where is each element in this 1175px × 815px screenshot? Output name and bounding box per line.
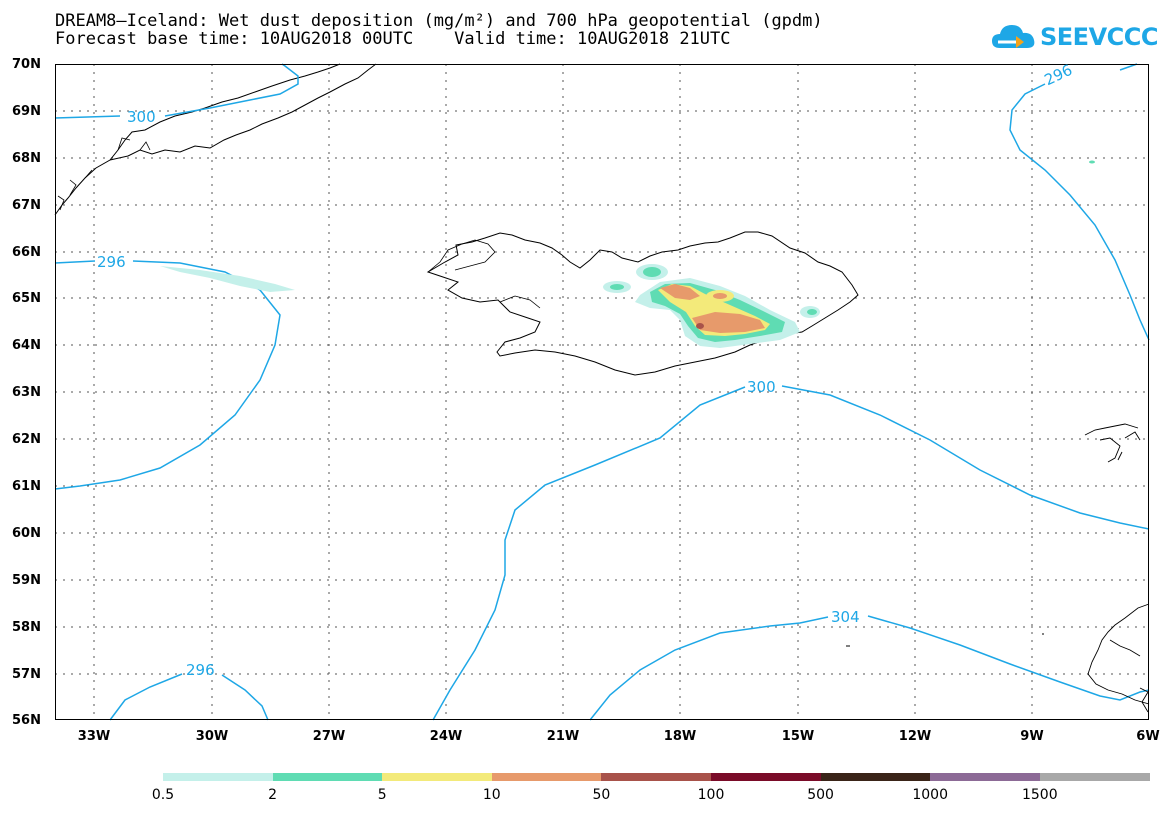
seevccc-logo: SEEVCCC <box>990 18 1159 58</box>
contour-300-central <box>432 385 1150 721</box>
colorbar-label: 50 <box>592 787 611 803</box>
lon-label: 6W <box>1136 729 1160 744</box>
colorbar-swatch <box>601 773 712 781</box>
contour-label-296-sw: 296 <box>186 661 215 679</box>
iceland-coastline <box>426 231 859 376</box>
lon-label: 30W <box>195 729 229 744</box>
greenland-fjord-detail <box>57 137 151 211</box>
dust-plume-west <box>160 266 295 292</box>
colorbar-label: 5 <box>377 787 387 803</box>
lat-label: 68N <box>12 151 41 166</box>
colorbar-label: 1000 <box>912 787 949 803</box>
lon-label: 18W <box>663 729 697 744</box>
dust-deposition-iceland <box>603 160 1095 348</box>
lon-label: 33W <box>77 729 111 744</box>
lat-label: 67N <box>12 198 41 213</box>
lat-label: 62N <box>12 432 41 447</box>
logo-text: SEEVCCC <box>1040 23 1159 51</box>
lon-label: 27W <box>312 729 346 744</box>
colorbar-label: 500 <box>807 787 834 803</box>
colorbar-label: 0.5 <box>151 787 175 803</box>
lon-label: 21W <box>546 729 580 744</box>
cloud-icon <box>992 25 1035 48</box>
map-title-line2: Forecast base time: 10AUG2018 00UTC Vali… <box>55 29 731 49</box>
greenland-coastline <box>54 63 377 216</box>
lon-label: 15W <box>781 729 815 744</box>
scotland-coastline <box>1087 603 1150 713</box>
contour-296-w <box>54 260 281 490</box>
lat-label: 66N <box>12 245 41 260</box>
map-frame <box>55 64 1149 720</box>
colorbar-label: 2 <box>268 787 278 803</box>
lat-label: 69N <box>12 104 41 119</box>
lat-label: 59N <box>12 573 41 588</box>
contour-label-300-nw: 300 <box>127 108 156 126</box>
colorbar-swatch <box>163 773 273 781</box>
colorbar-swatch <box>272 773 383 781</box>
lon-label: 9W <box>1020 729 1044 744</box>
lat-label: 64N <box>12 338 41 353</box>
lat-label: 56N <box>12 713 41 728</box>
colorbar-swatch <box>820 773 931 781</box>
lat-label: 70N <box>12 57 41 72</box>
faroe-islands-coastline <box>1084 423 1141 463</box>
lat-label: 65N <box>12 291 41 306</box>
colorbar-swatch <box>930 773 1041 781</box>
contour-label-304: 304 <box>831 608 860 626</box>
colorbar-label: 10 <box>482 787 501 803</box>
lon-label: 12W <box>898 729 932 744</box>
iceland-west-fjords <box>427 239 541 309</box>
contour-304 <box>589 615 1150 721</box>
map-title-line1: DREAM8–Iceland: Wet dust deposition (mg/… <box>55 11 823 31</box>
colorbar-swatch <box>711 773 821 781</box>
lat-label: 63N <box>12 385 41 400</box>
colorbar-swatch <box>1039 773 1150 781</box>
colorbar-label: 100 <box>697 787 725 803</box>
contour-label-300-central: 300 <box>747 378 776 396</box>
colorbar-swatch <box>491 773 602 781</box>
lat-label: 60N <box>12 526 41 541</box>
lat-label: 61N <box>12 479 41 494</box>
contour-296-sw <box>109 673 269 721</box>
lat-label: 57N <box>12 667 41 682</box>
contour-296-ne <box>1009 63 1150 341</box>
lon-label: 24W <box>429 729 463 744</box>
colorbar-label: 1500 <box>1021 787 1058 803</box>
lat-label: 58N <box>12 620 41 635</box>
graticule <box>55 64 1149 720</box>
colorbar-swatch <box>382 773 493 781</box>
contour-300-nw <box>54 63 299 119</box>
contour-label-296-w: 296 <box>97 253 126 271</box>
